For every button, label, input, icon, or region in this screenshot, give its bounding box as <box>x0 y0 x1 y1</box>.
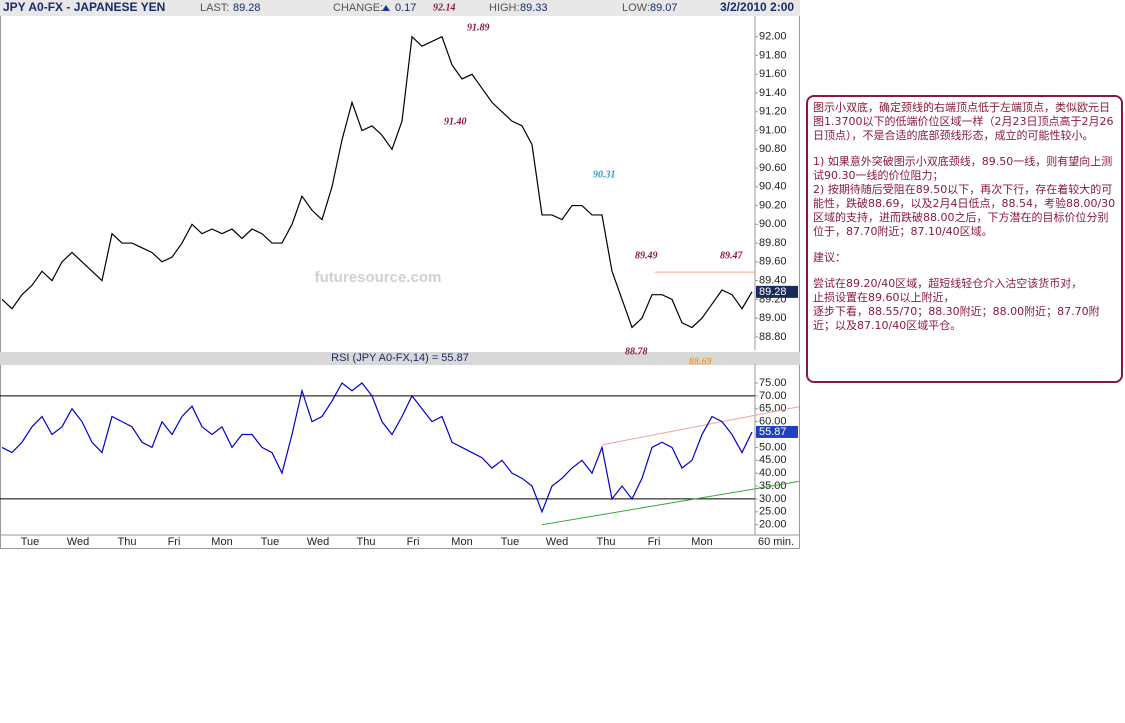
y-tick-label: 89.00 <box>759 312 787 324</box>
last-value: 89.28 <box>233 2 261 14</box>
y-tick-label: 91.20 <box>759 106 787 118</box>
y-tick-label: 90.60 <box>759 162 787 174</box>
y-tick-label: 25.00 <box>759 506 787 518</box>
y-tick-label: 60.00 <box>759 416 787 428</box>
y-tick-label: 91.80 <box>759 49 787 61</box>
annotation: 92.14 <box>433 2 456 13</box>
note-paragraph: 逐步下看，88.55/70；88.30附近；88.00附近；87.70附近；以及… <box>813 305 1100 332</box>
annotation: 88.69 <box>689 356 712 367</box>
y-tick-label: 90.80 <box>759 143 787 155</box>
high-label: HIGH: <box>489 2 520 14</box>
y-tick-label: 89.80 <box>759 237 787 249</box>
price-line <box>1 382 753 514</box>
trend-line <box>601 406 800 446</box>
x-tick-label: Tue <box>21 536 40 548</box>
header-bar <box>0 0 800 16</box>
annotation: 89.47 <box>720 250 744 261</box>
x-tick-label: Tue <box>501 536 520 548</box>
x-tick-label: Wed <box>546 536 568 548</box>
y-tick-label: 40.00 <box>759 467 787 479</box>
y-tick-label: 88.80 <box>759 331 787 343</box>
y-tick-label: 20.00 <box>759 519 787 531</box>
y-tick-label: 89.60 <box>759 256 787 268</box>
x-tick-label: Fri <box>168 536 181 548</box>
y-tick-label: 45.00 <box>759 454 787 466</box>
y-tick-label: 90.40 <box>759 181 787 193</box>
annotation: 91.40 <box>444 116 467 127</box>
annotation: 89.49 <box>635 250 658 261</box>
date: 3/2/2010 2:00 <box>720 0 794 14</box>
trend-line <box>541 480 800 526</box>
change-label: CHANGE: <box>333 2 383 14</box>
y-tick-label: 91.60 <box>759 68 787 80</box>
low-label: LOW: <box>622 2 650 14</box>
y-tick-label: 50.00 <box>759 441 787 453</box>
last-label: LAST: <box>200 2 229 14</box>
annotation: 90.31 <box>593 169 616 180</box>
y-tick-label: 90.20 <box>759 199 787 211</box>
last-value-box <box>756 425 798 438</box>
last-value-label: 55.87 <box>759 426 787 438</box>
x-tick-label: Wed <box>67 536 89 548</box>
x-tick-label: Fri <box>407 536 420 548</box>
x-tick-label: Fri <box>648 536 661 548</box>
high-value: 89.33 <box>520 2 548 14</box>
annotation: 91.89 <box>467 22 490 33</box>
y-tick-label: 75.00 <box>759 377 787 389</box>
note-paragraph: 1) 如果意外突破图示小双底颈线，89.50一线，则有望向上测试90.30一线的… <box>813 155 1113 182</box>
x-tick-label: Thu <box>118 536 137 548</box>
low-value: 89.07 <box>650 2 678 14</box>
note-paragraph: 图示小双底，确定颈线的右端顶点低于左端顶点，类似欧元日图1.3700以下的低端价… <box>813 101 1114 142</box>
x-unit: 60 min. <box>758 536 794 548</box>
y-tick-label: 92.00 <box>759 31 787 43</box>
price-line <box>1 35 753 329</box>
x-tick-label: Mon <box>451 536 472 548</box>
x-tick-label: Mon <box>691 536 712 548</box>
y-tick-label: 65.00 <box>759 403 787 415</box>
watermark: futuresource.com <box>315 269 442 286</box>
y-tick-label: 30.00 <box>759 493 787 505</box>
rsi-title: RSI (JPY A0-FX,14) = 55.87 <box>331 352 469 364</box>
y-tick-label: 70.00 <box>759 390 787 402</box>
last-value-label: 89.28 <box>759 286 787 298</box>
chart-frame <box>0 0 800 549</box>
y-tick-label: 90.00 <box>759 218 787 230</box>
annotation: 88.78 <box>625 346 648 357</box>
last-value-box <box>756 285 798 298</box>
y-tick-label: 91.00 <box>759 124 787 136</box>
x-tick-label: Tue <box>261 536 280 548</box>
rsi-title-bar <box>0 352 800 365</box>
up-arrow <box>382 5 390 11</box>
y-tick-label: 91.40 <box>759 87 787 99</box>
y-tick-label: 89.40 <box>759 275 787 287</box>
x-tick-label: Mon <box>211 536 232 548</box>
x-tick-label: Thu <box>597 536 616 548</box>
x-tick-label: Thu <box>357 536 376 548</box>
note-paragraph: 尝试在89.20/40区域，超短线轻仓介入沽空该货币对， <box>813 277 1083 290</box>
note-paragraph: 止损设置在89.60以上附近， <box>813 291 955 304</box>
note-paragraph: 2) 按期待随后受阻在89.50以下，再次下行，存在着较大的可能性，跌破88.6… <box>813 183 1116 238</box>
change-value: 0.17 <box>395 2 416 14</box>
x-tick-label: Wed <box>307 536 329 548</box>
instrument-title: JPY A0-FX - JAPANESE YEN <box>3 0 165 14</box>
note-paragraph: 建议： <box>813 251 846 264</box>
analysis-note: 图示小双底，确定颈线的右端顶点低于左端顶点，类似欧元日图1.3700以下的低端价… <box>806 95 1123 383</box>
